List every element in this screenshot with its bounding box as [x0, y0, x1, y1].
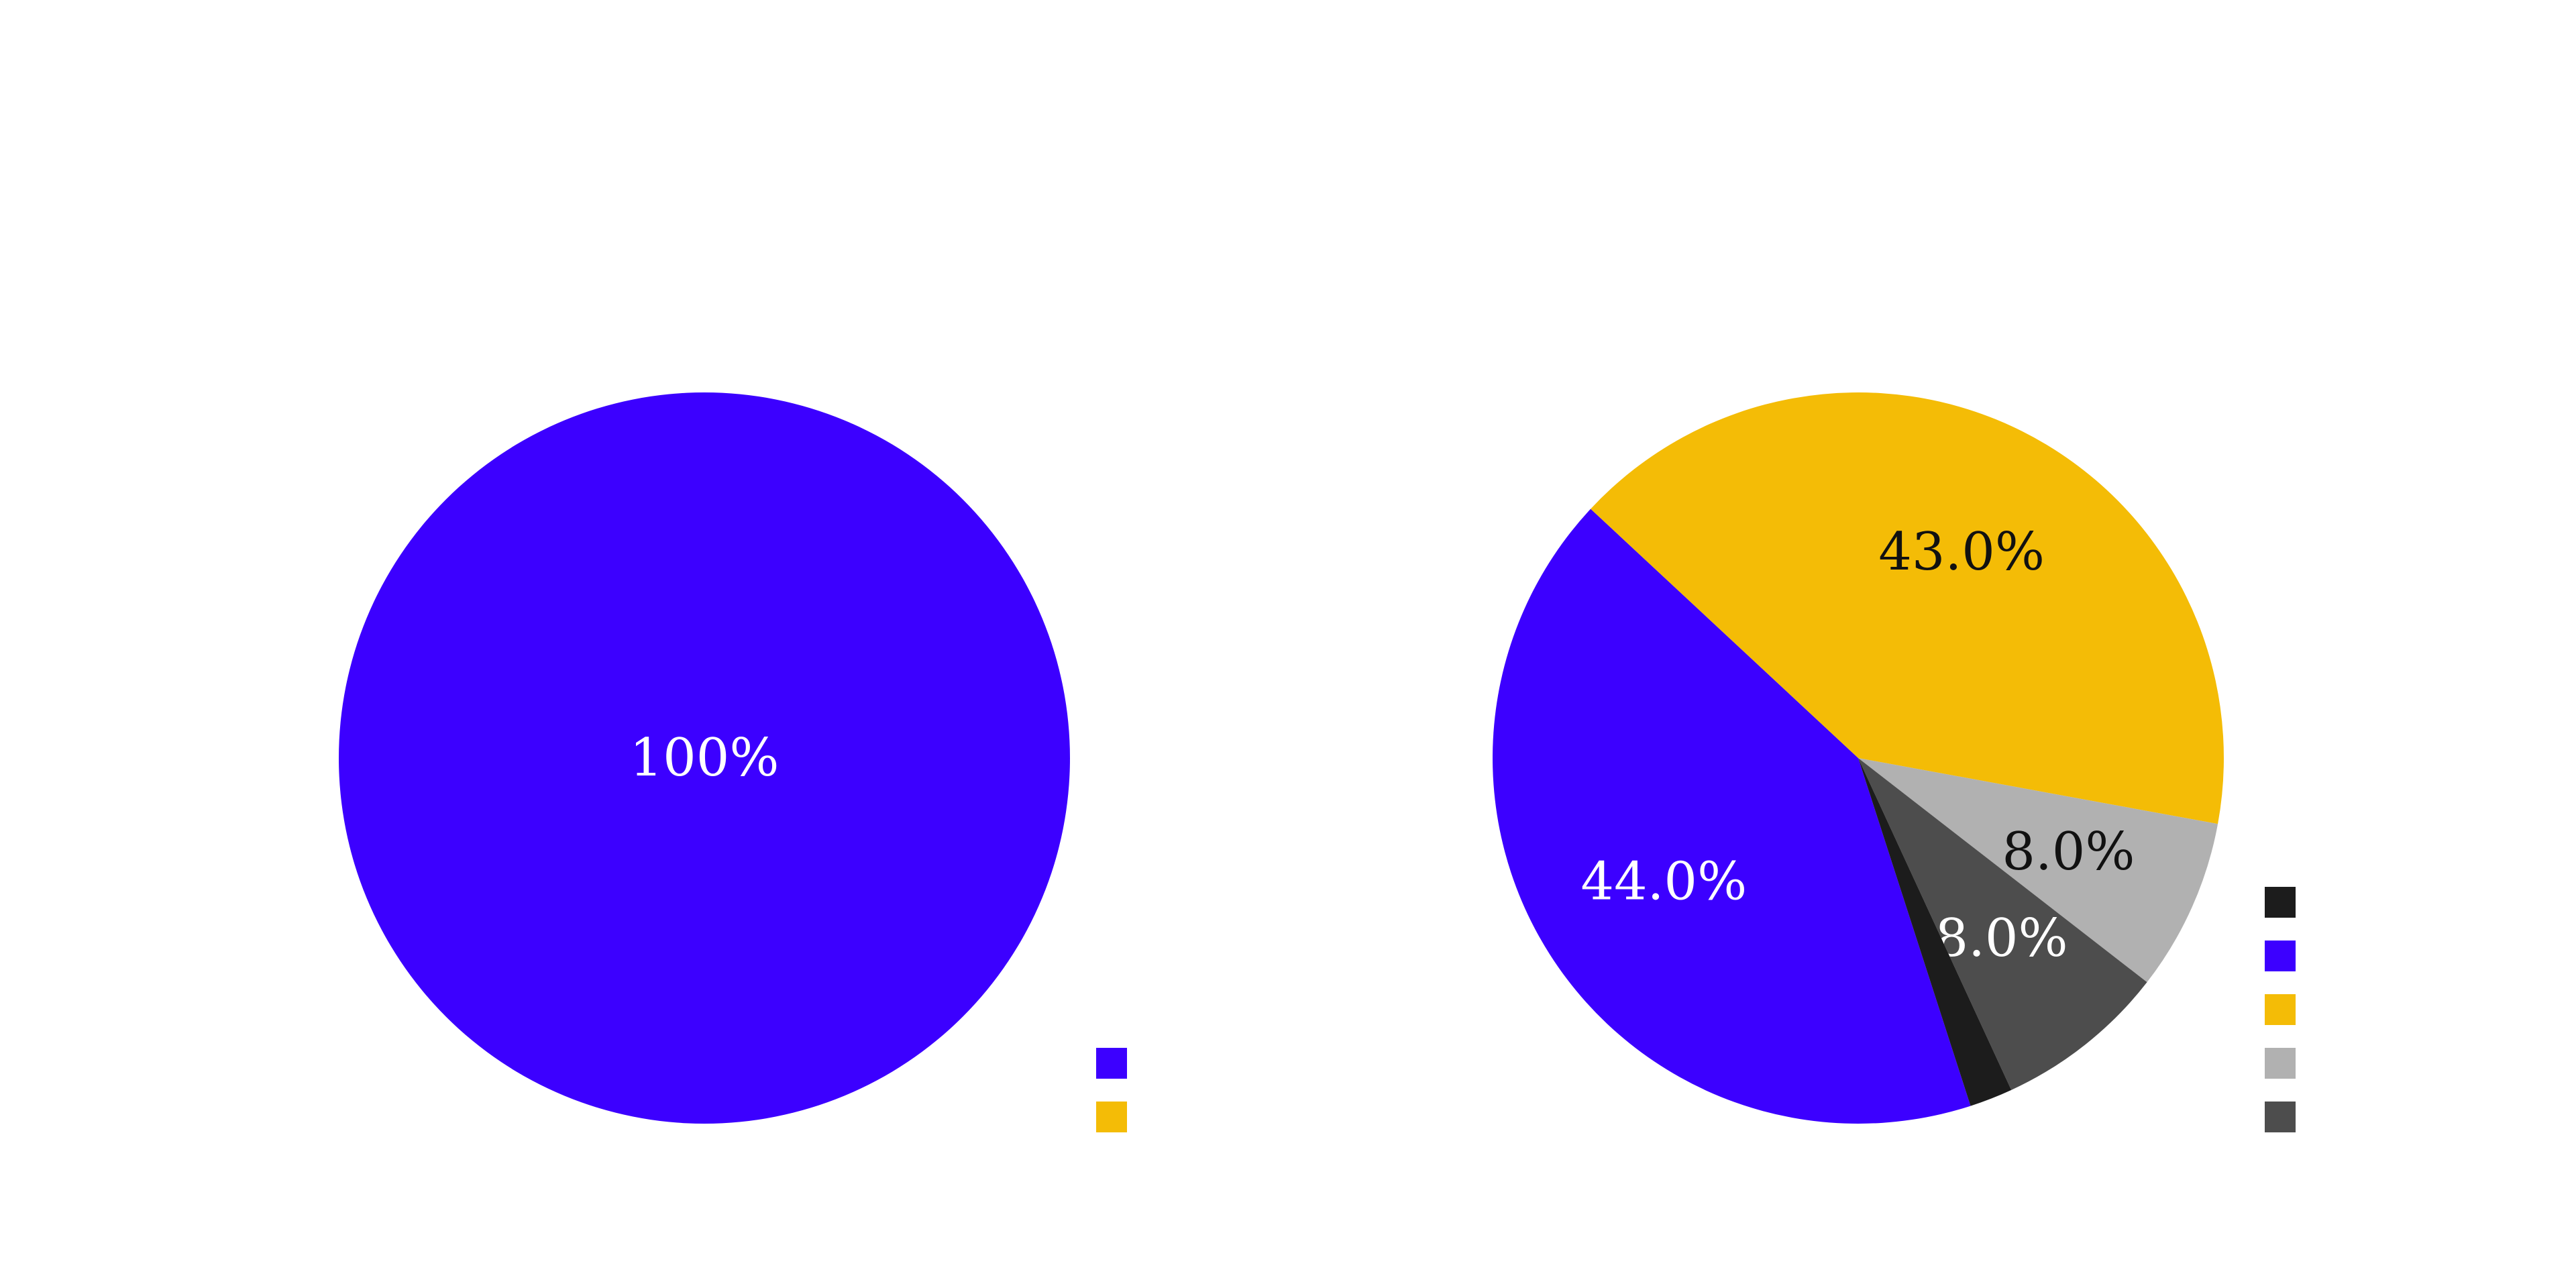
- pie-chart-left: 100%: [339, 392, 1127, 1132]
- slice-label: 44.0%: [1580, 851, 1747, 912]
- legend-swatch: [2265, 994, 2296, 1025]
- legend: [1096, 1048, 1127, 1132]
- pie-slice: [1858, 758, 2147, 1090]
- legend-swatch: [2265, 1048, 2296, 1079]
- pie-slice: [1858, 758, 2218, 983]
- slice-label: 100%: [630, 728, 780, 788]
- slice-label: 8.0%: [2002, 822, 2135, 882]
- pie-slice: [1492, 508, 1971, 1124]
- pie-slice: [339, 392, 1070, 1124]
- pie-slice: [1858, 758, 2012, 1106]
- legend-swatch: [1096, 1102, 1127, 1132]
- slice-label: 8.0%: [1935, 908, 2068, 969]
- legend: [2265, 887, 2296, 1132]
- legend-swatch: [2265, 941, 2296, 971]
- pie-chart-right: 44.0% 43.0% 8.0% 8.0%: [1492, 392, 2296, 1132]
- legend-swatch: [2265, 887, 2296, 918]
- pie-slice: [1591, 392, 2224, 824]
- legend-swatch: [2265, 1102, 2296, 1132]
- slice-label: 43.0%: [1878, 522, 2045, 582]
- legend-swatch: [1096, 1048, 1127, 1079]
